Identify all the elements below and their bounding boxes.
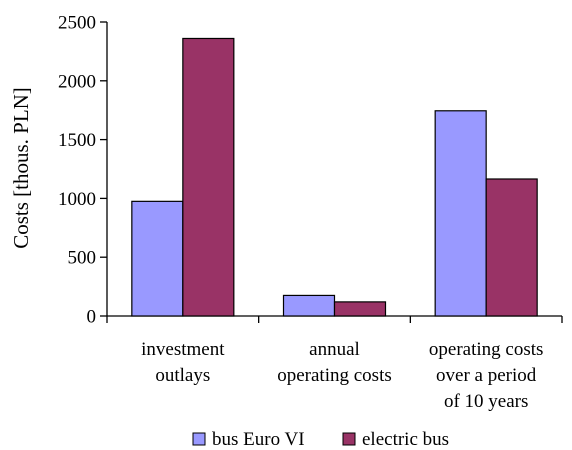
y-tick-label: 1500 bbox=[58, 130, 96, 151]
bar-bus-euro-vi bbox=[282, 294, 336, 317]
legend-swatch bbox=[342, 432, 356, 446]
y-tick-label: 2500 bbox=[58, 13, 96, 34]
category-label-line: operating costs bbox=[429, 339, 544, 360]
category-label-line: operating costs bbox=[277, 365, 392, 386]
category-label-line: over a period bbox=[436, 365, 537, 386]
y-axis-title: Costs [thous. PLN] bbox=[9, 87, 33, 249]
legend-swatch bbox=[192, 432, 206, 446]
bar-bus-euro-vi bbox=[131, 200, 184, 317]
y-tick-label: 0 bbox=[87, 307, 97, 328]
bar-electric-bus bbox=[485, 178, 538, 317]
category-label: operating costs over a period of 10 years bbox=[429, 339, 544, 412]
y-tick-label: 500 bbox=[68, 248, 97, 269]
category-label-line: of 10 years bbox=[444, 391, 528, 412]
bars bbox=[131, 37, 538, 317]
category-label: investment outlays bbox=[141, 339, 225, 386]
category-label-line: investment bbox=[141, 339, 225, 360]
legend: bus Euro VI electric bus bbox=[192, 429, 449, 450]
category-label: annual operating costs bbox=[277, 339, 392, 386]
category-label-line: annual bbox=[309, 339, 360, 360]
category-label-line: outlays bbox=[155, 365, 210, 386]
bar-electric-bus bbox=[333, 301, 387, 317]
legend-label: bus Euro VI bbox=[212, 429, 305, 450]
legend-label: electric bus bbox=[362, 429, 449, 450]
y-tick-label: 2000 bbox=[58, 71, 96, 92]
x-axis bbox=[106, 315, 563, 323]
bar-bus-euro-vi bbox=[434, 110, 487, 317]
y-tick-label: 1000 bbox=[58, 189, 96, 210]
bar-electric-bus bbox=[182, 37, 235, 317]
y-axis: 0 500 1000 1500 2000 2500 bbox=[58, 13, 108, 328]
